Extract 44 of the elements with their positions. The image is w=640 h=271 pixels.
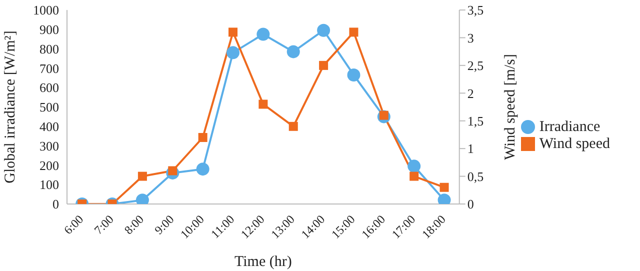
y-tick-label: 0 — [52, 196, 59, 212]
point — [138, 172, 147, 181]
y2-tick-label: 3,5 — [467, 2, 484, 18]
y2-tick-label: 2 — [467, 86, 474, 101]
point — [286, 45, 300, 58]
point — [196, 162, 210, 176]
y-axis-title: Global irradiance [W/m²] — [2, 30, 18, 184]
x-tick-label: 8:00 — [122, 212, 147, 238]
point — [226, 46, 240, 60]
point — [228, 28, 238, 37]
y2-tick-label: 0,5 — [467, 168, 484, 184]
y-tick-label: 800 — [40, 41, 59, 56]
x-axis-title: Time (hr) — [234, 254, 292, 270]
y2-tick-label: 3 — [467, 30, 474, 46]
point — [440, 182, 449, 192]
y2-tick-label: 2,5 — [467, 58, 484, 74]
y-tick-label: 400 — [40, 119, 59, 134]
point — [317, 24, 330, 37]
point — [410, 172, 419, 181]
point — [408, 160, 421, 173]
y2-tick-label: 1 — [467, 141, 474, 156]
y-tick-label: 700 — [40, 60, 59, 76]
y-tick-label: 300 — [40, 138, 59, 154]
y2-axis-title: Wind speed [m/s] — [502, 54, 519, 160]
point — [347, 68, 360, 82]
point — [349, 28, 358, 37]
x-tick-label: 6:00 — [61, 212, 86, 238]
point — [258, 100, 268, 109]
point — [319, 60, 328, 70]
y2-tick-label: 1,5 — [467, 113, 484, 128]
y-tick-label: 100 — [40, 177, 59, 192]
y2-tick-label: 0 — [467, 196, 474, 212]
legend-label: Irradiance — [539, 118, 600, 134]
x-tick-label: 9:00 — [152, 212, 177, 238]
legend-label: Wind speed — [539, 136, 610, 152]
x-tick-label: 7:00 — [91, 212, 116, 238]
y-tick-label: 500 — [40, 100, 59, 115]
point — [256, 28, 270, 41]
y-tick-label: 1000 — [33, 2, 59, 18]
y-tick-label: 200 — [40, 158, 59, 173]
y-tick-label: 900 — [40, 22, 59, 38]
point — [288, 122, 298, 131]
y-tick-label: 600 — [40, 80, 59, 96]
point — [198, 132, 208, 142]
